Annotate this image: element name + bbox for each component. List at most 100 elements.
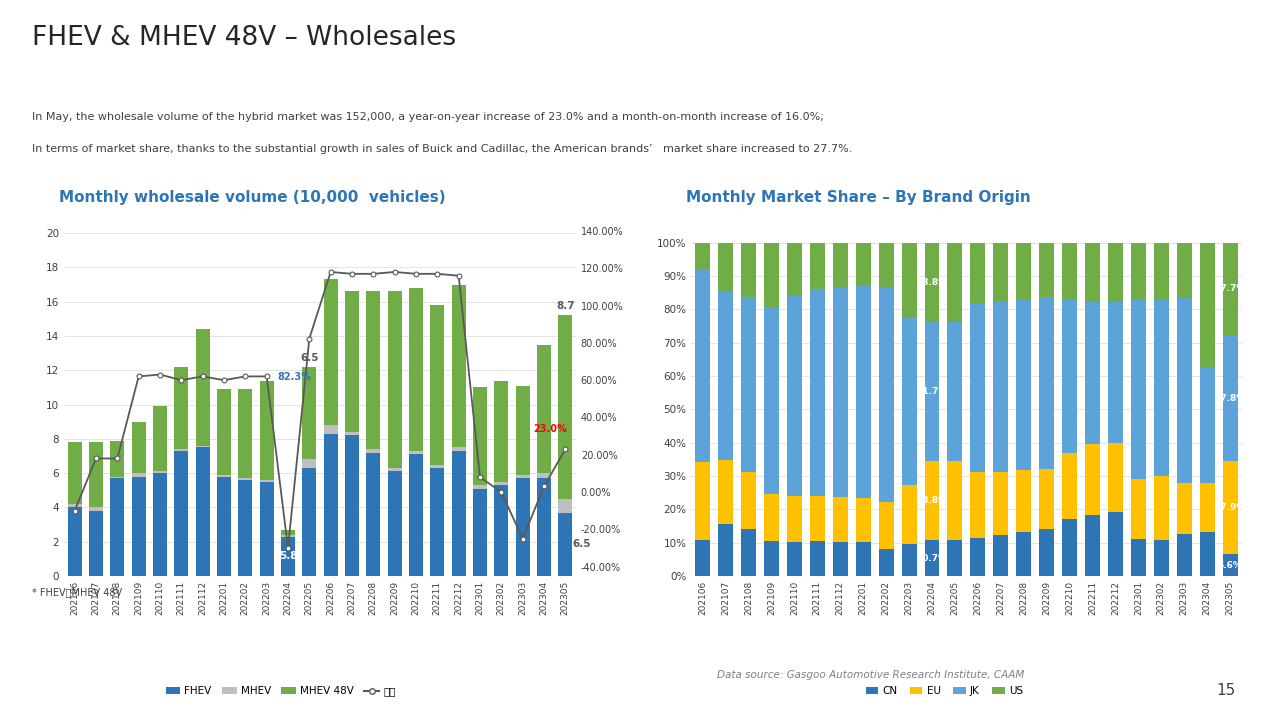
- Text: 23.8%: 23.8%: [916, 496, 947, 505]
- Bar: [878, 549, 893, 576]
- Bar: [1016, 531, 1032, 576]
- Bar: [132, 422, 146, 473]
- Bar: [174, 451, 188, 576]
- Bar: [741, 243, 756, 297]
- Bar: [1132, 539, 1146, 576]
- Bar: [1016, 243, 1032, 300]
- Bar: [558, 513, 572, 576]
- Text: 27.9%: 27.9%: [1215, 503, 1245, 512]
- Bar: [110, 478, 124, 576]
- Bar: [90, 511, 102, 576]
- Bar: [856, 286, 870, 498]
- Text: 10.7%: 10.7%: [916, 554, 947, 562]
- Bar: [1222, 461, 1238, 554]
- Bar: [516, 478, 530, 576]
- Bar: [764, 495, 780, 541]
- Bar: [1199, 531, 1215, 576]
- Bar: [810, 541, 824, 576]
- Bar: [174, 367, 188, 449]
- Bar: [1132, 300, 1146, 480]
- Bar: [947, 461, 963, 540]
- Bar: [947, 322, 963, 461]
- Text: Monthly wholesale volume (10,000  vehicles): Monthly wholesale volume (10,000 vehicle…: [59, 190, 445, 205]
- Bar: [856, 243, 870, 286]
- Bar: [110, 477, 124, 478]
- Bar: [856, 542, 870, 576]
- Bar: [346, 432, 358, 436]
- Bar: [787, 295, 801, 496]
- Text: 8.7: 8.7: [556, 301, 575, 311]
- Bar: [218, 389, 230, 475]
- Bar: [538, 345, 550, 473]
- Bar: [1016, 470, 1032, 531]
- Bar: [366, 449, 380, 453]
- Bar: [218, 475, 230, 477]
- Bar: [1153, 243, 1169, 300]
- Bar: [558, 499, 572, 513]
- Bar: [238, 480, 252, 576]
- Bar: [110, 441, 124, 477]
- Text: Data source: Gasgoo Automotive Research Institute, CAAM: Data source: Gasgoo Automotive Research …: [717, 670, 1024, 680]
- Bar: [410, 451, 422, 454]
- Bar: [1108, 302, 1123, 444]
- Bar: [196, 446, 210, 447]
- Bar: [1085, 302, 1100, 444]
- Bar: [1176, 298, 1192, 482]
- Bar: [452, 284, 466, 447]
- Bar: [538, 473, 550, 478]
- Bar: [901, 544, 916, 576]
- Bar: [324, 279, 338, 425]
- Bar: [452, 451, 466, 576]
- Bar: [718, 243, 733, 292]
- Bar: [1062, 243, 1076, 300]
- Text: 6.6%: 6.6%: [1217, 560, 1243, 570]
- Bar: [993, 301, 1009, 472]
- Bar: [718, 460, 733, 524]
- Bar: [494, 482, 508, 485]
- Bar: [1222, 243, 1238, 335]
- Bar: [238, 389, 252, 478]
- Bar: [410, 288, 422, 451]
- Bar: [1153, 540, 1169, 576]
- Bar: [718, 292, 733, 460]
- Bar: [856, 498, 870, 542]
- Text: In terms of market share, thanks to the substantial growth in sales of Buick and: In terms of market share, thanks to the …: [32, 144, 852, 154]
- Bar: [970, 539, 986, 576]
- Bar: [1108, 243, 1123, 302]
- Bar: [366, 292, 380, 449]
- Bar: [302, 459, 316, 468]
- Bar: [282, 535, 294, 536]
- Bar: [947, 540, 963, 576]
- Bar: [388, 472, 402, 576]
- Bar: [718, 524, 733, 576]
- Bar: [430, 464, 444, 468]
- Text: 6.5: 6.5: [573, 539, 591, 549]
- Bar: [154, 406, 166, 472]
- Bar: [787, 243, 801, 295]
- Bar: [302, 468, 316, 576]
- Bar: [260, 381, 274, 480]
- Bar: [1222, 335, 1238, 461]
- Bar: [993, 472, 1009, 535]
- Text: FHEV & MHEV 48V – Wholesales: FHEV & MHEV 48V – Wholesales: [32, 25, 456, 51]
- Bar: [1039, 243, 1055, 297]
- Bar: [90, 442, 102, 508]
- Bar: [1108, 512, 1123, 576]
- Bar: [924, 461, 940, 540]
- Bar: [132, 473, 146, 477]
- Bar: [1176, 534, 1192, 576]
- Bar: [833, 498, 847, 542]
- Text: 41.7%: 41.7%: [916, 387, 947, 396]
- Bar: [764, 243, 780, 308]
- Text: 27.7%: 27.7%: [1215, 284, 1245, 293]
- Bar: [388, 468, 402, 472]
- Bar: [1132, 480, 1146, 539]
- Bar: [741, 529, 756, 576]
- Bar: [833, 243, 847, 288]
- Bar: [878, 243, 893, 287]
- Bar: [810, 496, 824, 541]
- Bar: [1085, 444, 1100, 515]
- Bar: [924, 243, 940, 322]
- Bar: [366, 453, 380, 576]
- Bar: [430, 468, 444, 576]
